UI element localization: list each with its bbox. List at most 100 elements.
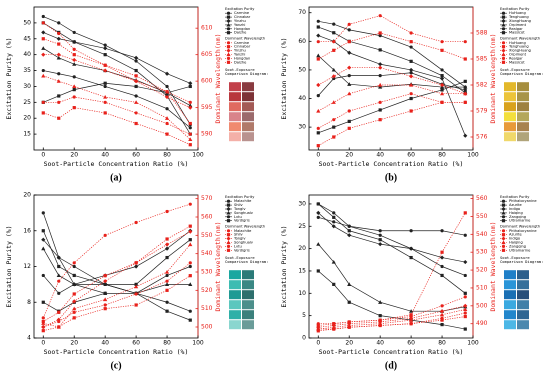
color-swatch (242, 102, 254, 112)
point (134, 111, 138, 115)
point (440, 273, 444, 278)
legend-label: Carmine (234, 41, 250, 45)
point (347, 233, 352, 238)
point (165, 309, 169, 313)
point (164, 242, 170, 247)
point (188, 264, 192, 269)
point (72, 57, 77, 63)
point (41, 237, 46, 242)
y2-axis-label: Dominant Wavelength(nm) (489, 33, 497, 123)
point (439, 255, 445, 260)
point (103, 303, 107, 307)
legend-label: Shilv (234, 233, 244, 237)
point (409, 322, 413, 326)
legend-marker (501, 199, 506, 203)
legend-label: Tonglv (233, 237, 246, 241)
panel-label: (a) (110, 172, 122, 183)
legend-label: Azurite (509, 233, 523, 237)
legend-label: Verdigris (234, 248, 250, 252)
point (332, 118, 336, 122)
point (316, 210, 321, 215)
point (165, 107, 169, 111)
point (103, 94, 108, 99)
legend-label: HuHuang (509, 11, 526, 15)
color-swatch (504, 132, 516, 142)
y-tick-label: 15 (23, 131, 31, 138)
point (72, 53, 76, 57)
legend-label: XiongHuang (509, 49, 531, 53)
x-tick-label: 80 (438, 152, 446, 159)
point (331, 67, 336, 72)
point (316, 131, 320, 135)
legend-marker (501, 240, 506, 245)
y2-tick-label: 540 (201, 250, 213, 257)
point (41, 73, 46, 78)
y2-tick-label: 570 (201, 195, 213, 202)
point (72, 75, 76, 79)
legend-label: Haiqing (509, 241, 523, 245)
legend-label: Haiqing (509, 211, 523, 215)
point (347, 65, 352, 70)
point (463, 91, 468, 96)
point (188, 274, 192, 278)
x-tick-label: 0 (316, 152, 320, 159)
point (103, 84, 107, 89)
point (347, 126, 351, 130)
x-tick-label: 80 (163, 152, 171, 159)
point (56, 79, 61, 83)
legend-title: Excitation Purity (225, 195, 255, 199)
point (331, 100, 336, 104)
y2-tick-label: 500 (201, 324, 213, 331)
point (347, 40, 351, 44)
point (72, 88, 76, 92)
point (316, 269, 320, 273)
point (347, 22, 351, 26)
y2-tick-label: 590 (201, 131, 213, 138)
point (332, 48, 336, 52)
color-swatch (229, 122, 241, 132)
legend-marker (501, 31, 506, 35)
point (188, 224, 192, 228)
y2-tick-label: 530 (201, 269, 213, 276)
point (164, 246, 170, 251)
point (316, 33, 321, 38)
point (188, 318, 192, 322)
legend-marker (501, 48, 506, 53)
point (463, 303, 468, 308)
point (103, 63, 107, 67)
point (332, 40, 336, 44)
point (41, 68, 45, 73)
y2-tick-label: 600 (201, 78, 213, 85)
point (409, 313, 413, 317)
legend-label: Indigo (509, 207, 520, 211)
legend-marker (226, 229, 231, 233)
point (72, 47, 76, 51)
point (347, 300, 351, 304)
y2-tick-label: 605 (201, 51, 213, 58)
legend-label: Yinzhu (234, 49, 246, 53)
legend-label: Cinnabar (234, 15, 251, 19)
legend-marker (226, 215, 231, 219)
series-line (43, 32, 191, 84)
point (409, 31, 413, 35)
legend-marker (226, 15, 231, 19)
point (188, 132, 192, 136)
point (378, 238, 382, 242)
color-swatch (229, 92, 241, 102)
legend-marker (226, 45, 231, 49)
point (188, 261, 192, 265)
point (332, 282, 336, 286)
panel-label: (c) (110, 360, 121, 371)
legend-label: Tenghuang (508, 15, 529, 19)
color-swatch (229, 82, 241, 92)
point (188, 105, 193, 110)
legend-marker (501, 210, 506, 215)
point (409, 40, 413, 44)
color-swatch (517, 92, 529, 102)
point (463, 327, 467, 331)
y-tick-label: 40 (298, 95, 306, 102)
point (57, 310, 61, 314)
legend-label: Lvtu (234, 244, 242, 248)
point (164, 94, 170, 100)
point (103, 68, 108, 73)
